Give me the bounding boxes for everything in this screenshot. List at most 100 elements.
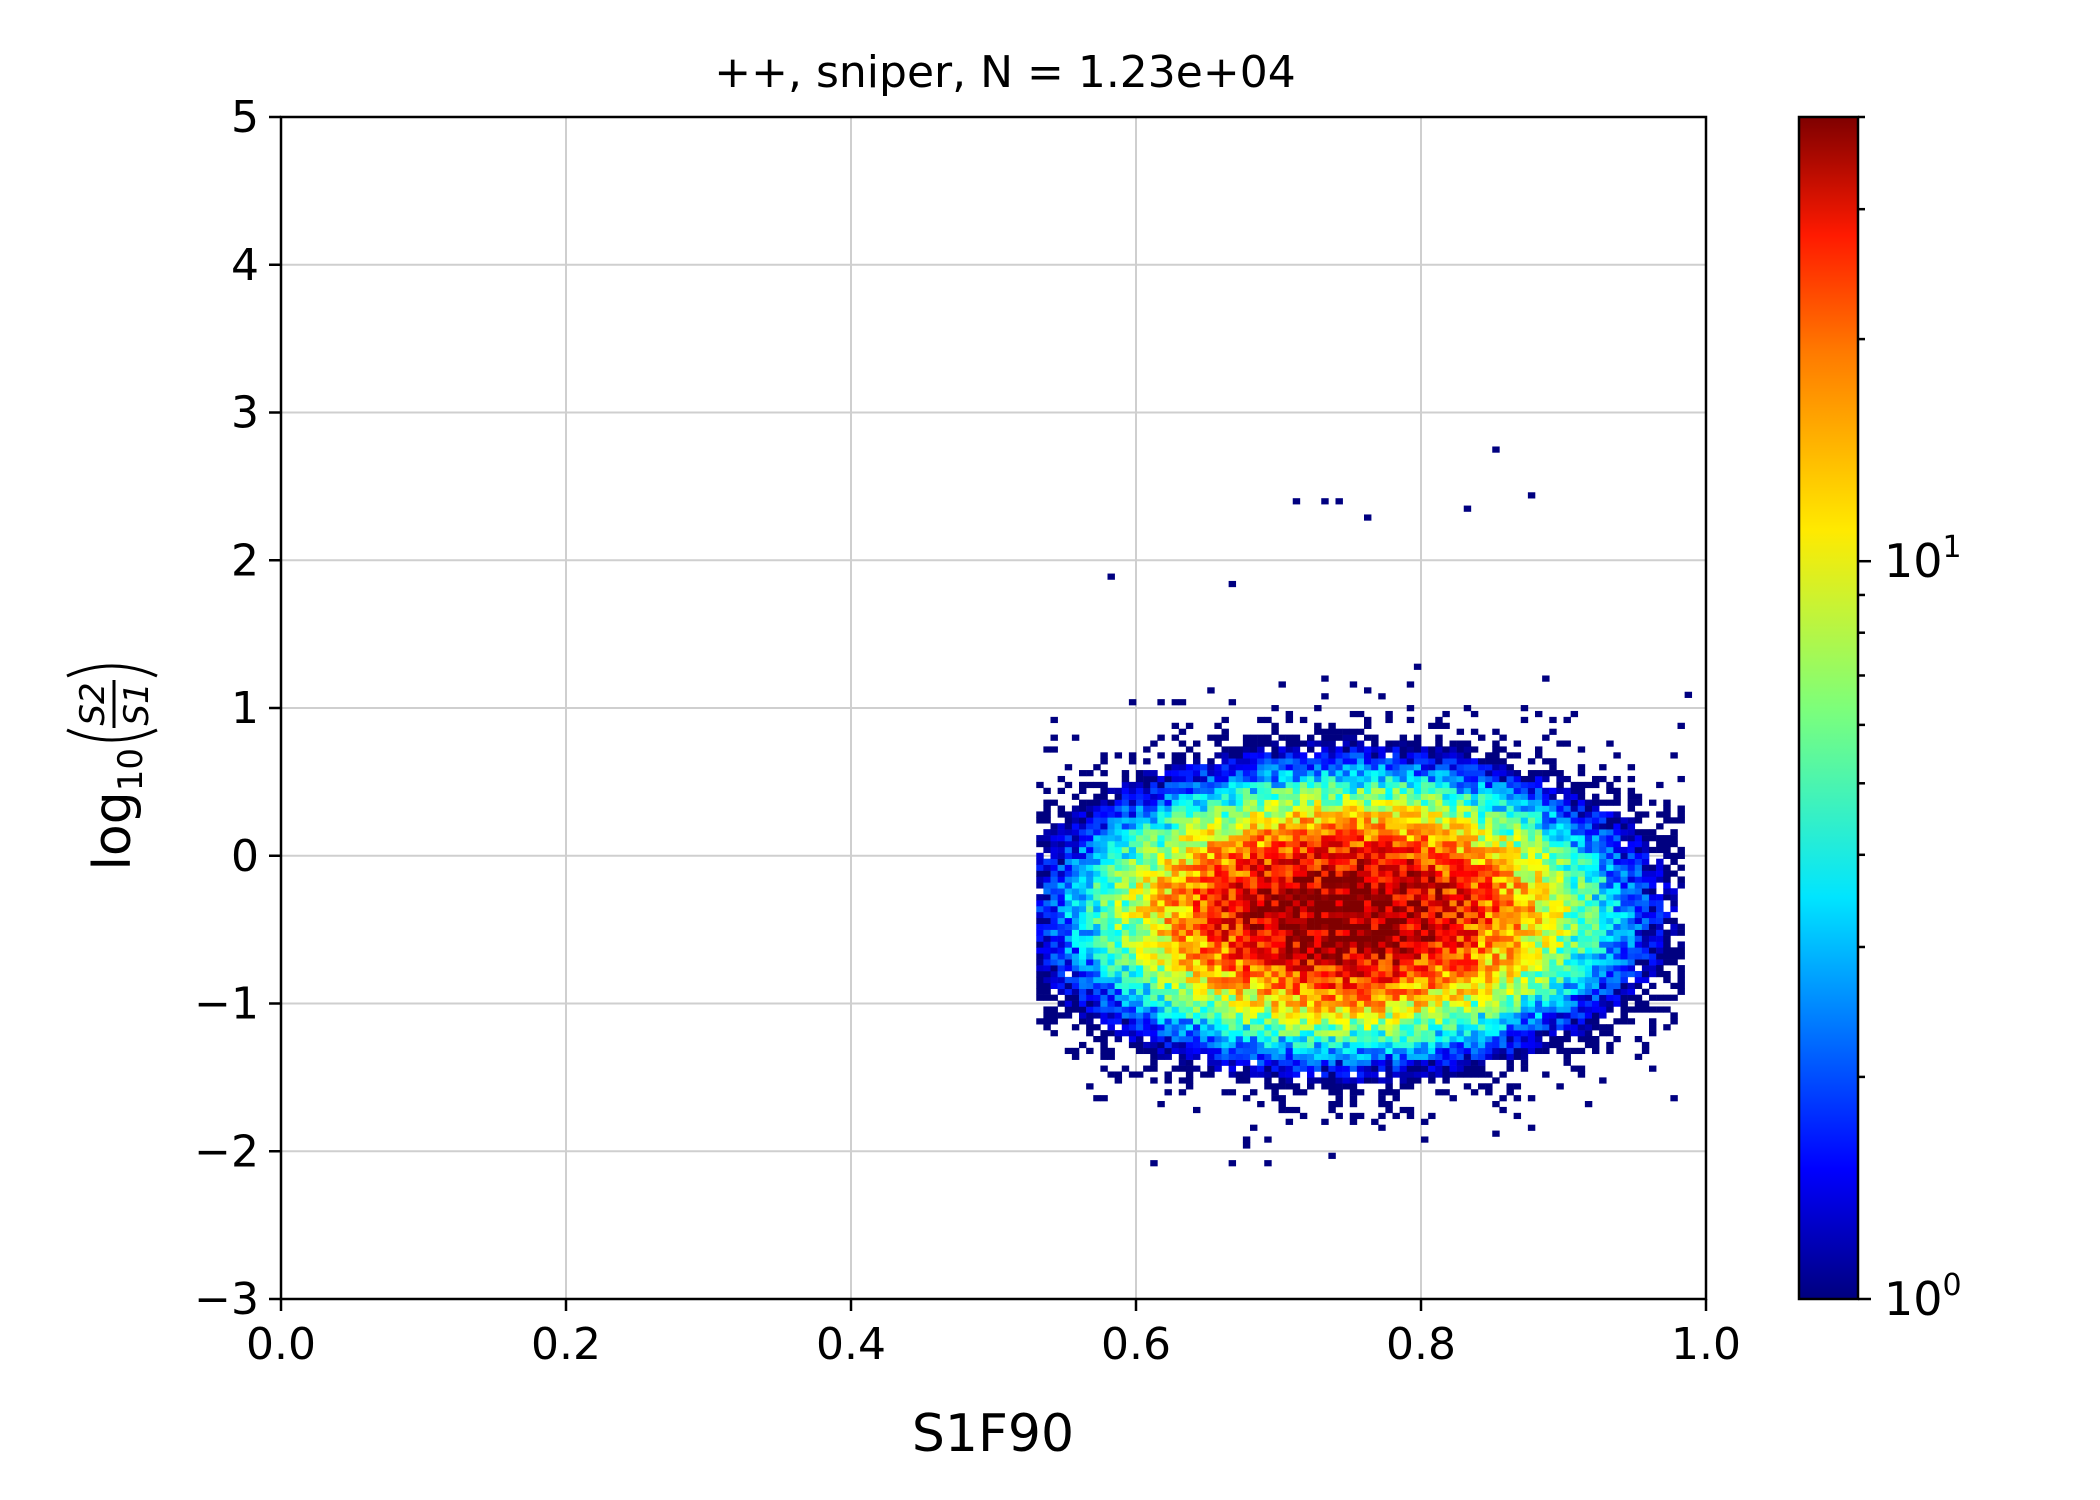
heatmap-cell	[1214, 888, 1222, 895]
heatmap-cell	[1121, 1024, 1130, 1031]
heatmap-cell	[1506, 1047, 1514, 1055]
heatmap-cell	[1349, 758, 1358, 765]
heatmap-cell	[1349, 953, 1358, 960]
heatmap-cell	[1478, 1006, 1486, 1013]
heatmap-cell	[1235, 947, 1244, 954]
heatmap-cell	[1478, 781, 1486, 789]
heatmap-cell	[1178, 988, 1187, 995]
heatmap-cell	[1499, 917, 1507, 925]
heatmap-cell	[1335, 870, 1343, 877]
heatmap-cell-outlier	[1492, 1130, 1500, 1137]
heatmap-cell	[1086, 876, 1094, 883]
heatmap-cell	[1093, 900, 1101, 907]
heatmap-cell	[1378, 982, 1386, 990]
heatmap-cell	[1107, 917, 1115, 925]
heatmap-cell	[1406, 787, 1415, 794]
heatmap-cell	[1150, 846, 1158, 854]
heatmap-cell	[1093, 823, 1101, 830]
heatmap-cell	[1492, 781, 1500, 789]
heatmap-cell	[1307, 1083, 1315, 1090]
heatmap-cell	[1257, 953, 1265, 960]
heatmap-cell	[1356, 905, 1365, 913]
heatmap-cell	[1584, 941, 1593, 948]
heatmap-cell	[1456, 770, 1465, 777]
heatmap-cell	[1563, 900, 1571, 907]
heatmap-cell	[1485, 799, 1493, 806]
heatmap-cell	[1620, 953, 1628, 960]
heatmap-cell	[1143, 1012, 1151, 1019]
heatmap-cell	[1292, 1065, 1301, 1072]
heatmap-cell	[1364, 1000, 1372, 1007]
heatmap-cell	[1463, 787, 1472, 794]
heatmap-cell	[1114, 1000, 1123, 1007]
heatmap-cell-outlier	[1321, 498, 1329, 505]
heatmap-cell	[1292, 900, 1301, 907]
heatmap-cell	[1321, 1000, 1329, 1007]
heatmap-cell	[1356, 817, 1365, 824]
heatmap-cell	[1428, 1059, 1436, 1066]
heatmap-cell	[1513, 1030, 1522, 1037]
heatmap-cell	[1385, 917, 1393, 925]
heatmap-cell	[1271, 787, 1279, 794]
heatmap-cell	[1577, 894, 1586, 901]
heatmap-cell	[1584, 823, 1593, 830]
heatmap-cell	[1342, 917, 1351, 925]
heatmap-cell	[1328, 1106, 1336, 1114]
heatmap-cell	[1114, 911, 1123, 919]
heatmap-cell	[1136, 1024, 1144, 1031]
heatmap-cell	[1577, 1018, 1586, 1025]
heatmap-cell	[1185, 852, 1194, 859]
heatmap-cell	[1342, 811, 1351, 818]
heatmap-cell	[1292, 882, 1301, 889]
heatmap-cell	[1506, 1041, 1514, 1049]
heatmap-cell	[1150, 917, 1158, 925]
heatmap-cell	[1321, 1041, 1329, 1049]
heatmap-cell	[1164, 935, 1172, 942]
heatmap-cell	[1178, 1000, 1187, 1007]
heatmap-cell	[1442, 935, 1450, 942]
heatmap-cell	[1492, 852, 1500, 859]
heatmap-cell	[1570, 781, 1579, 789]
heatmap-cell	[1577, 976, 1586, 984]
heatmap-cell	[1064, 923, 1073, 930]
heatmap-cell	[1221, 1012, 1229, 1019]
heatmap-cell	[1463, 941, 1472, 948]
heatmap-cell	[1399, 953, 1408, 960]
heatmap-cell	[1086, 870, 1094, 877]
heatmap-cell	[1641, 876, 1650, 883]
heatmap-cell	[1399, 758, 1408, 765]
heatmap-cell	[1121, 770, 1130, 777]
heatmap-cell	[1435, 982, 1443, 990]
heatmap-cell	[1200, 900, 1208, 907]
heatmap-cell	[1264, 1083, 1272, 1090]
heatmap-cell	[1478, 1047, 1486, 1055]
heatmap-cell	[1670, 829, 1678, 836]
heatmap-cell	[1406, 799, 1415, 806]
heatmap-cell	[1214, 740, 1222, 747]
heatmap-cell	[1563, 911, 1571, 919]
heatmap-cell	[1449, 976, 1457, 984]
heatmap-cell	[1178, 835, 1187, 842]
heatmap-cell	[1463, 846, 1472, 854]
heatmap-cell	[1378, 1095, 1386, 1102]
heatmap-cell	[1392, 840, 1400, 848]
heatmap-cell	[1057, 864, 1066, 871]
heatmap-cell	[1506, 941, 1514, 948]
heatmap-cell	[1670, 1012, 1678, 1019]
heatmap-cell	[1463, 1065, 1472, 1072]
heatmap-cell	[1257, 770, 1265, 777]
heatmap-cell	[1121, 858, 1130, 865]
heatmap-cell	[1100, 917, 1108, 925]
heatmap-cell	[1235, 1018, 1244, 1025]
heatmap-cell	[1584, 1006, 1593, 1013]
heatmap-cell	[1200, 1036, 1208, 1043]
heatmap-cell	[1535, 787, 1543, 794]
heatmap-cell	[1413, 947, 1422, 954]
heatmap-cell	[1670, 959, 1678, 966]
heatmap-cell	[1235, 970, 1244, 978]
heatmap-cell	[1413, 900, 1422, 907]
heatmap-cell	[1456, 1071, 1465, 1078]
heatmap-cell	[1656, 941, 1664, 948]
heatmap-cell	[1378, 793, 1386, 800]
heatmap-cell	[1128, 835, 1137, 842]
